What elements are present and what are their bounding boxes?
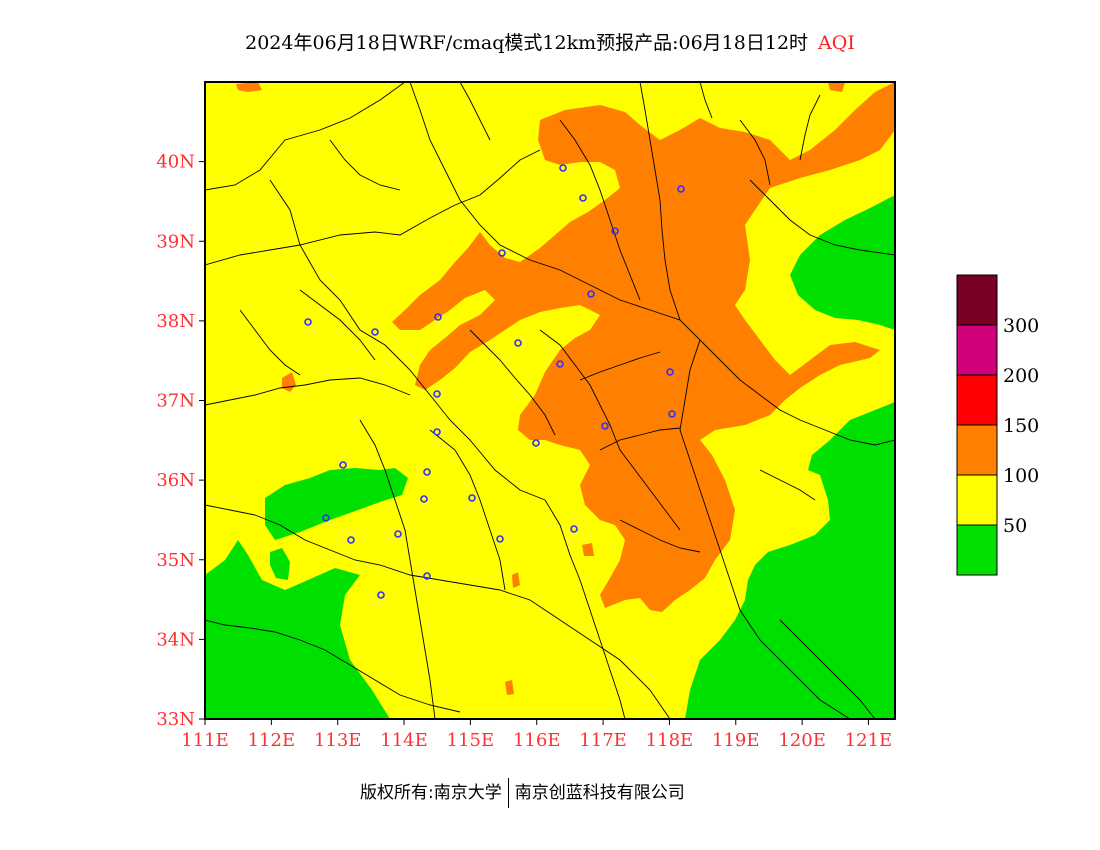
chart-title: 2024年06月18日WRF/cmaq模式12km预报产品:06月18日12时 A… (0, 28, 1100, 55)
longitude-tick-label: 114E (380, 730, 428, 751)
longitude-tick-label: 115E (447, 730, 495, 751)
city-marker (434, 313, 442, 321)
orange-region-north-plain (392, 82, 895, 612)
city-marker (347, 536, 355, 544)
orange-region-top-left-spot (236, 82, 262, 92)
orange-region-small-southwest (505, 680, 514, 695)
longitude-tick-label: 119E (712, 730, 760, 751)
city-marker (433, 390, 441, 398)
latitude-axis: 33N 34N 35N 36N 37N 38N 39N 40N (156, 152, 205, 730)
city-marker (677, 185, 685, 193)
longitude-axis: 111E 112E 113E 114E 115E 116E 117E 118E 119E 120E… (181, 719, 892, 751)
city-markers (304, 164, 685, 599)
longitude-tick-label: 117E (579, 730, 627, 751)
legend-label: 150 (1003, 415, 1039, 437)
city-marker (666, 368, 674, 376)
legend-swatch (956, 324, 998, 376)
longitude-tick-label: 113E (314, 730, 362, 751)
title-main: 2024年06月18日WRF/cmaq模式12km预报产品:06月18日12时 (245, 32, 809, 54)
longitude-tick-label: 120E (778, 730, 826, 751)
orange-region-top-center-spot (828, 82, 845, 92)
green-region-southwest (205, 540, 390, 719)
legend-swatch (956, 474, 998, 526)
city-marker (559, 164, 567, 172)
footer-separator (507, 778, 509, 808)
longitude-tick-label: 118E (646, 730, 694, 751)
city-marker (377, 591, 385, 599)
city-marker (304, 318, 312, 326)
city-marker (322, 514, 330, 522)
latitude-tick-label: 33N (156, 709, 195, 730)
legend-label: 300 (1003, 315, 1039, 337)
map-plot-area (205, 82, 895, 719)
latitude-tick-label: 36N (156, 470, 195, 491)
legend-swatch (956, 524, 998, 576)
city-marker (468, 494, 476, 502)
legend-swatch (956, 274, 998, 326)
aqi-colorbar-legend: 50 100 150 200 300 (956, 274, 1039, 576)
title-variable: AQI (818, 32, 855, 54)
city-marker (371, 328, 379, 336)
footer-credit: 版权所有:南京大学 南京创蓝科技有限公司 (360, 778, 685, 808)
city-marker (394, 530, 402, 538)
longitude-tick-label: 112E (248, 730, 296, 751)
city-marker (514, 339, 522, 347)
city-marker (420, 495, 428, 503)
city-marker (556, 360, 564, 368)
latitude-tick-label: 38N (156, 311, 195, 332)
latitude-tick-label: 40N (156, 152, 195, 173)
legend-label: 50 (1003, 515, 1027, 537)
legend-label: 100 (1003, 465, 1039, 487)
city-marker (498, 249, 506, 257)
city-marker (570, 525, 578, 533)
green-region-central-west (265, 468, 408, 540)
city-marker (423, 468, 431, 476)
city-marker (611, 227, 619, 235)
footer-company: 南京创蓝科技有限公司 (514, 783, 685, 803)
green-region-northeast-sea (790, 195, 895, 330)
city-marker (668, 410, 676, 418)
latitude-tick-label: 39N (156, 231, 195, 252)
footer-copyright: 版权所有:南京大学 (360, 783, 502, 803)
legend-swatch (956, 374, 998, 426)
legend-swatch (956, 424, 998, 476)
longitude-tick-label: 111E (181, 730, 229, 751)
longitude-tick-label: 121E (845, 730, 893, 751)
green-region-east-sea (685, 402, 895, 719)
city-marker (587, 290, 595, 298)
city-marker (423, 572, 431, 580)
city-marker (339, 461, 347, 469)
city-marker (579, 194, 587, 202)
orange-region-small-south-b (582, 543, 594, 556)
green-region-west-spot (270, 548, 290, 580)
legend-label: 200 (1003, 365, 1039, 387)
city-marker (532, 439, 540, 447)
admin-boundaries (205, 82, 895, 719)
latitude-tick-label: 37N (156, 391, 195, 412)
latitude-tick-label: 34N (156, 629, 195, 650)
latitude-tick-label: 35N (156, 550, 195, 571)
city-marker (496, 535, 504, 543)
city-marker (601, 422, 609, 430)
orange-region-small-south (512, 572, 520, 588)
city-marker (433, 428, 441, 436)
longitude-tick-label: 116E (513, 730, 561, 751)
